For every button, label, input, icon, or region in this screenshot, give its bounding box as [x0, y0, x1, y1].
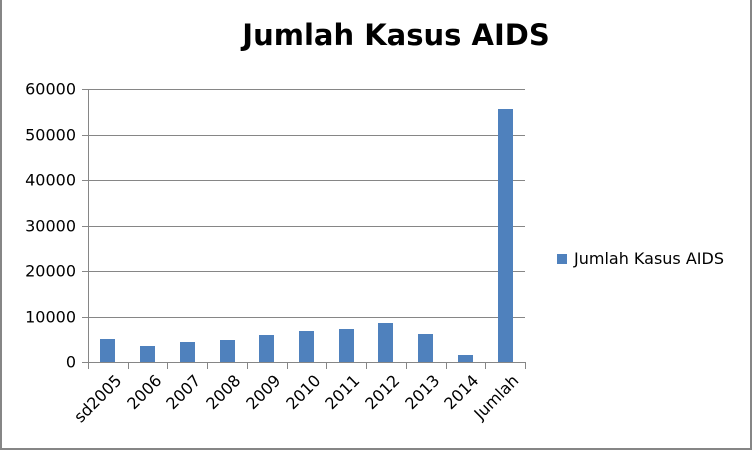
- y-tick-label: 30000: [25, 216, 76, 235]
- y-tick-label: 60000: [25, 79, 76, 99]
- y-tick-label: 50000: [25, 125, 76, 144]
- y-tick-label: 20000: [25, 261, 76, 281]
- gridline: [88, 89, 525, 90]
- bar-2012: [378, 322, 394, 362]
- x-tick: [127, 362, 129, 369]
- x-tick: [286, 362, 288, 369]
- x-tick: [405, 362, 407, 369]
- gridline: [88, 180, 525, 181]
- bar-2008: [219, 340, 235, 362]
- y-tick: [82, 180, 88, 181]
- y-tick: [82, 362, 88, 363]
- chart-title: Jumlah Kasus AIDS: [242, 18, 550, 52]
- x-tick: [207, 362, 209, 369]
- x-tick: [326, 362, 328, 369]
- bar-sd2005: [100, 338, 116, 362]
- y-tick: [82, 316, 88, 318]
- x-tick: [366, 362, 368, 369]
- bar-2014: [457, 355, 473, 362]
- legend-label: Jumlah Kasus AIDS: [574, 249, 724, 268]
- y-tick-label: 40000: [25, 170, 76, 190]
- y-tick-label: 10000: [25, 307, 76, 326]
- bar-2013: [418, 333, 434, 362]
- y-tick-label: 0: [65, 352, 76, 372]
- x-tick: [246, 362, 248, 369]
- x-tick: [88, 362, 89, 369]
- bar-2010: [299, 331, 314, 362]
- bar-2009: [259, 335, 275, 362]
- y-tick: [82, 271, 88, 272]
- y-tick: [82, 134, 88, 136]
- gridline: [88, 271, 525, 272]
- x-axis: [88, 362, 525, 363]
- gridline: [88, 225, 525, 227]
- x-tick: [525, 362, 526, 369]
- gridline: [88, 316, 525, 318]
- bar-jumlah: [497, 109, 513, 362]
- x-tick: [445, 362, 447, 369]
- y-tick: [82, 89, 88, 90]
- x-tick: [167, 362, 169, 369]
- x-tick: [485, 362, 487, 369]
- bar-2011: [338, 328, 354, 362]
- bar-2007: [179, 341, 195, 362]
- plot-area: 0 10000 20000 30000 40000 50000 60000 sd2005 200…: [25, 80, 526, 426]
- legend-swatch: [557, 253, 567, 264]
- legend: Jumlah Kasus AIDS: [557, 249, 724, 268]
- y-tick: [82, 225, 88, 227]
- gridline: [88, 134, 525, 136]
- bar-2006: [140, 346, 156, 362]
